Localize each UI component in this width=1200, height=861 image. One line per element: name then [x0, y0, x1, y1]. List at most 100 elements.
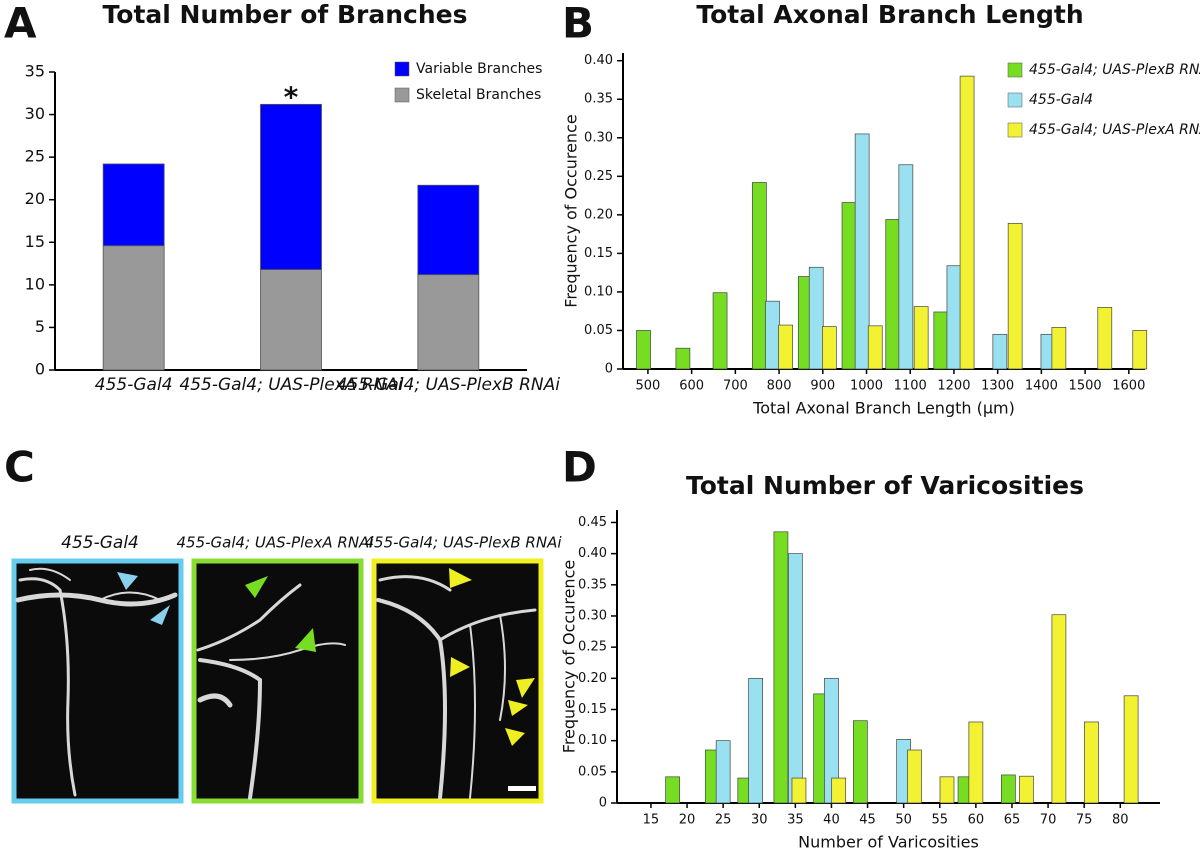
micrograph-frame — [191, 558, 364, 804]
x-tick-label: 25 — [715, 813, 732, 828]
panel-letter: C — [4, 443, 35, 492]
arrowhead — [117, 572, 138, 590]
legend-swatch — [394, 87, 410, 103]
x-tick-label: 1600 — [1112, 379, 1145, 394]
bar-segment — [102, 163, 165, 247]
arrowhead — [295, 628, 316, 652]
x-tick-label: 70 — [1040, 813, 1057, 828]
bar-segment — [417, 274, 480, 371]
significance-marker: * — [284, 80, 299, 113]
x-tick-label: 1500 — [1069, 379, 1102, 394]
y-tick-label: 0.05 — [584, 323, 613, 338]
bar — [1123, 695, 1139, 804]
bar — [1051, 614, 1067, 804]
y-tick-label: 0.35 — [584, 92, 613, 107]
y-tick-label: 0 — [35, 360, 45, 379]
bar — [933, 311, 949, 370]
bar — [1132, 330, 1148, 370]
bar — [675, 347, 691, 370]
x-tick-label: 900 — [810, 379, 835, 394]
bar — [1051, 327, 1067, 370]
y-tick-label: 35 — [25, 62, 45, 81]
bar — [665, 776, 680, 804]
bar — [765, 300, 780, 370]
micrographs: 455-Gal4 455-Gal4; UAS-PlexA RNAi 455-Ga… — [11, 533, 562, 804]
arrowhead — [508, 700, 528, 716]
x-tick-label: 1000 — [850, 379, 883, 394]
panel-letter: D — [562, 443, 597, 492]
y-tick-label: 25 — [25, 147, 45, 166]
legend-label: Skeletal Branches — [416, 87, 541, 103]
bar — [791, 777, 807, 804]
x-tick-label: 20 — [679, 813, 696, 828]
bar — [748, 677, 763, 804]
y-tick-label: 0.10 — [584, 284, 613, 299]
x-tick-label: 455-Gal4; UAS-PlexA RNAi — [179, 375, 403, 395]
bar — [959, 75, 975, 370]
bar — [831, 777, 847, 804]
legend-swatch — [1007, 62, 1023, 78]
arrowhead — [450, 657, 470, 677]
bar — [968, 721, 984, 804]
bar — [1007, 222, 1023, 370]
scale-bar — [508, 786, 536, 791]
bar — [822, 326, 837, 370]
y-tick-label: 30 — [25, 104, 45, 123]
y-tick-label: 0.30 — [578, 608, 607, 623]
y-tick-label: 0.25 — [584, 169, 613, 184]
bar — [1097, 306, 1113, 370]
x-tick-label: 35 — [787, 813, 804, 828]
y-axis-label: Frequency of Occurence — [562, 114, 581, 307]
x-tick-label: 50 — [895, 813, 912, 828]
x-tick-label: 455-Gal4; UAS-PlexB RNAi — [337, 375, 561, 395]
neurite — [15, 567, 178, 797]
y-tick-label: 20 — [25, 189, 45, 208]
bar-segment — [260, 103, 322, 270]
arrowhead — [150, 605, 170, 625]
y-tick-label: 0.05 — [578, 764, 607, 779]
micrograph-title: 455-Gal4 — [61, 533, 139, 553]
x-tick-label: 1200 — [937, 379, 970, 394]
bar — [907, 749, 922, 804]
arrowhead — [505, 728, 525, 746]
x-tick-label: 800 — [767, 379, 792, 394]
y-tick-label: 0 — [605, 362, 613, 377]
x-tick-label: 30 — [751, 813, 768, 828]
y-tick-label: 10 — [25, 274, 45, 293]
x-tick-label: 600 — [679, 379, 704, 394]
arrowhead — [516, 678, 535, 698]
bar-segment — [417, 184, 480, 276]
y-tick-label: 0.20 — [578, 671, 607, 686]
x-tick-label: 1100 — [894, 379, 927, 394]
legend-label: 455-Gal4; UAS-PlexA RNAi — [1029, 122, 1200, 138]
bar — [808, 266, 824, 370]
bar — [1001, 774, 1016, 804]
x-tick-label: 75 — [1076, 813, 1093, 828]
x-tick-label: 80 — [1112, 813, 1129, 828]
bar — [885, 219, 901, 370]
legend-swatch — [1007, 122, 1023, 138]
x-tick-label: 1400 — [1025, 379, 1058, 394]
bar-segment — [102, 245, 165, 371]
chart-title: Total Number of Branches — [103, 0, 468, 29]
y-tick-label: 15 — [25, 232, 45, 251]
micrograph-frame — [371, 558, 544, 804]
y-tick-label: 0.35 — [578, 577, 607, 592]
y-axis-label: Frequency of Occurence — [560, 560, 579, 753]
bar — [636, 330, 651, 370]
y-tick-label: 0.15 — [584, 246, 613, 261]
chart-title: Total Number of Varicosities — [686, 471, 1084, 500]
bar — [712, 292, 728, 370]
y-tick-label: 5 — [35, 317, 45, 336]
x-tick-label: 500 — [636, 379, 661, 394]
bar — [867, 325, 883, 370]
legend-swatch — [394, 61, 410, 77]
bar — [1084, 721, 1099, 804]
bar — [778, 324, 793, 370]
bar — [1019, 775, 1034, 804]
panel-letter: B — [562, 0, 594, 48]
neurite — [196, 583, 346, 800]
bar — [788, 553, 803, 804]
